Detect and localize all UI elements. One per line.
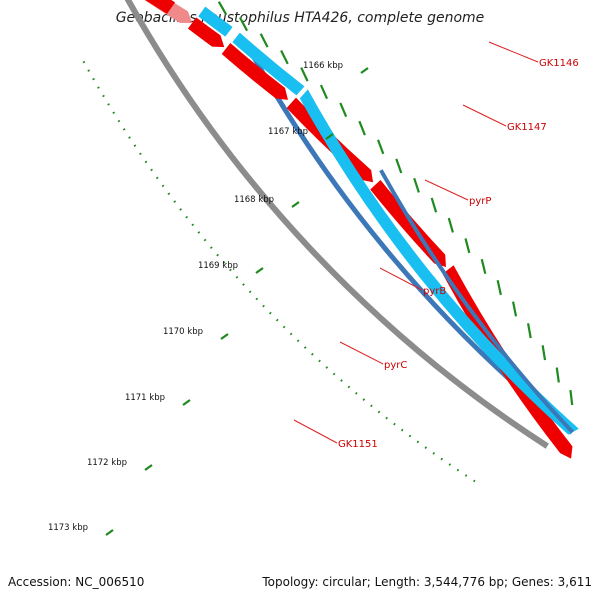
feature-dash [358,120,366,136]
scale-tick-mark [144,464,153,471]
scale-tick-label: 1171 kbp [125,393,165,403]
dark-overlay-track [379,169,575,434]
feature-dash [541,345,547,361]
feature-dash [280,49,289,65]
forward-gene-arrow [221,42,288,100]
gene-leader-line [339,341,384,365]
feature-dash [376,139,385,155]
scale-tick-mark [220,333,229,340]
scale-tick-label: 1170 kbp [163,327,203,337]
feature-dash [430,197,438,213]
forward-gene-arrow [187,17,225,48]
scale-tick-mark [291,201,300,208]
scale-tick-mark [182,399,191,406]
feature-dash [555,367,560,383]
feature-dash [526,323,532,339]
scale-tick-label: 1166 kbp [303,61,343,71]
scale-tick-label: 1169 kbp [198,261,238,271]
gene-label: GK1151 [338,439,378,450]
gene-leader-line [293,419,338,444]
scale-tick-label: 1167 kbp [268,127,308,137]
genome-tracks [82,0,579,485]
feature-dash [480,258,487,274]
gene-leader-line [379,267,423,291]
reverse-gene-block [198,6,233,37]
gene-leader-line [424,179,469,201]
genome-summary-text: Topology: circular; Length: 3,544,776 bp… [261,575,592,589]
backbone-ring [124,0,549,449]
scale-tick-mark [255,267,264,274]
gene-label: pyrC [384,360,407,371]
feature-dash [395,158,403,174]
scale-tick-mark [325,133,334,140]
gene-label: GK1147 [507,122,547,133]
feature-dash [569,390,574,406]
accession-text: Accession: NC_006510 [8,575,144,589]
feature-dash [413,177,420,193]
scale-tick-label: 1168 kbp [234,195,274,205]
gene-label: pyrB [423,286,446,297]
scale-tick-label: 1172 kbp [87,458,127,468]
scale-tick-mark [360,67,369,74]
feature-dash [464,238,471,254]
gene-leader-line [488,41,539,63]
feature-dash [447,217,454,233]
feature-dash [339,102,348,118]
feature-dash [259,33,269,48]
gene-label: GK1146 [539,58,579,69]
gene-label-group: GK1146 GK1147 pyrP pyrB pyrC GK1151 [293,41,579,450]
feature-dash [238,17,249,32]
feature-dash [217,1,228,16]
feature-dash [300,67,309,82]
feature-dash [511,301,518,317]
feature-dash [496,280,502,296]
scale-tick-label: 1173 kbp [48,523,88,533]
reverse-gene-block [232,32,305,96]
gene-leader-line [462,104,507,127]
gene-label: pyrP [469,196,491,207]
scale-ticks: 1166 kbp 1167 kbp 1168 kbp 1169 kbp 1170 kbp… [48,61,369,536]
scale-dotted-ring [82,60,480,485]
feature-dash [319,84,329,100]
scale-tick-mark [105,529,114,536]
forward-gene-segment [145,0,176,14]
